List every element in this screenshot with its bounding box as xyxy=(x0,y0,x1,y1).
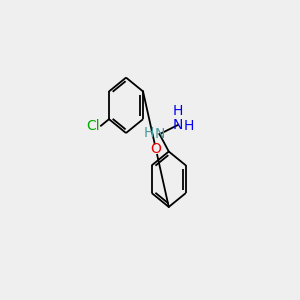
Text: N: N xyxy=(173,118,183,132)
Text: Cl: Cl xyxy=(86,119,100,133)
Text: H: H xyxy=(184,119,194,133)
Text: H: H xyxy=(173,104,183,118)
Text: H: H xyxy=(144,126,154,140)
Text: O: O xyxy=(151,142,161,156)
Text: N: N xyxy=(154,127,165,141)
